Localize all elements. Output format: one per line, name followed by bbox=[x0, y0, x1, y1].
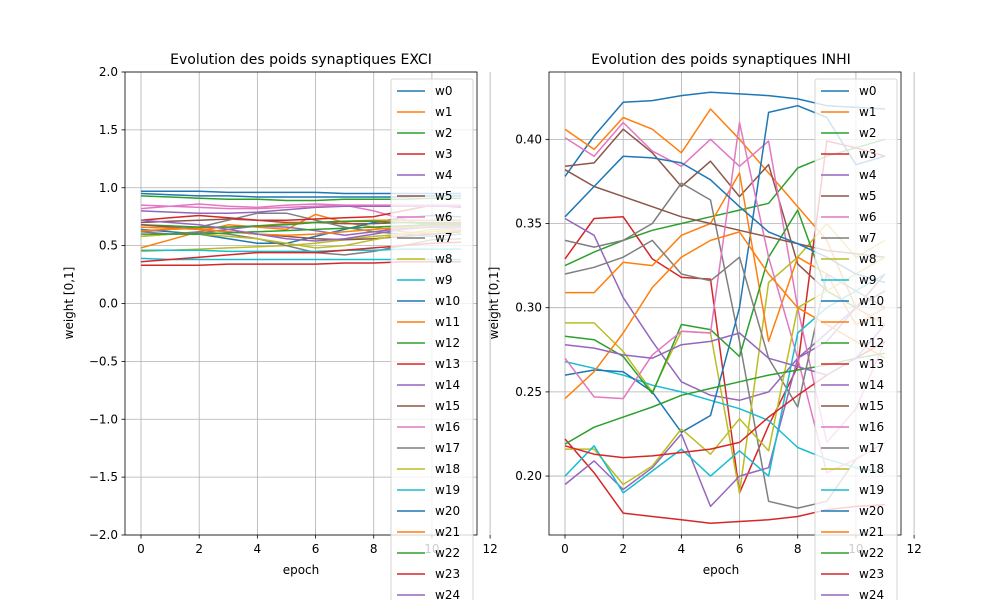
legend-box bbox=[814, 78, 898, 600]
legend-box bbox=[390, 78, 474, 600]
x-tick-label: 0 bbox=[137, 542, 145, 556]
legend-label: w12 bbox=[859, 336, 884, 350]
x-tick-label: 2 bbox=[195, 542, 203, 556]
legend-label: w14 bbox=[859, 378, 884, 392]
y-tick-label: 0.30 bbox=[515, 301, 542, 315]
legend-label: w19 bbox=[435, 483, 460, 497]
legend-label: w7 bbox=[859, 231, 876, 245]
legend-label: w11 bbox=[435, 315, 460, 329]
legend-label: w17 bbox=[435, 441, 460, 455]
legend-label: w10 bbox=[435, 294, 460, 308]
y-tick-label: 0.0 bbox=[99, 297, 118, 311]
x-tick-label: 6 bbox=[736, 542, 744, 556]
legend-label: w3 bbox=[859, 147, 876, 161]
y-tick-label: −1.5 bbox=[89, 470, 118, 484]
y-tick-label: 2.0 bbox=[99, 65, 118, 79]
y-axis-label-inhi: weight [0,1] bbox=[487, 267, 501, 340]
legend-label: w10 bbox=[859, 294, 884, 308]
legend-label: w18 bbox=[859, 462, 884, 476]
legend-label: w5 bbox=[859, 189, 876, 203]
legend-label: w0 bbox=[435, 84, 452, 98]
legend-label: w13 bbox=[859, 357, 884, 371]
legend-label: w2 bbox=[435, 126, 452, 140]
legend-label: w24 bbox=[859, 588, 884, 600]
x-tick-label: 8 bbox=[794, 542, 802, 556]
legend-label: w18 bbox=[435, 462, 460, 476]
x-tick-label: 12 bbox=[482, 542, 497, 556]
legend-label: w7 bbox=[435, 231, 452, 245]
legend-label: w12 bbox=[435, 336, 460, 350]
y-tick-label: 0.40 bbox=[515, 132, 542, 146]
legend-inhi: w0 w1 w2 w3 w4 w5 w6 w7 w8 w9 w10 w11 w12 w13 w14 w15 w1… bbox=[814, 78, 898, 600]
x-tick-label: 4 bbox=[678, 542, 686, 556]
axes-frame-inhi bbox=[548, 71, 902, 536]
x-axis-label-inhi: epoch bbox=[703, 563, 740, 577]
legend-label: w21 bbox=[435, 525, 460, 539]
legend-label: w1 bbox=[859, 105, 876, 119]
ticks-exci: 024681012−2.0−1.5−1.0−0.50.00.51.01.52.0 bbox=[89, 65, 498, 556]
legend-label: w16 bbox=[859, 420, 884, 434]
chart-inhi: 0246810120.200.250.300.350.40 Evolution … bbox=[487, 52, 922, 600]
legend-label: w13 bbox=[435, 357, 460, 371]
legend-label: w9 bbox=[859, 273, 876, 287]
x-axis-label-exci: epoch bbox=[283, 563, 320, 577]
chart-title-exci: Evolution des poids synaptiques EXCI bbox=[170, 52, 432, 68]
y-tick-label: −1.0 bbox=[89, 412, 118, 426]
legend-label: w14 bbox=[435, 378, 460, 392]
legend-label: w6 bbox=[859, 210, 876, 224]
y-tick-label: 0.25 bbox=[515, 385, 542, 399]
legend-label: w20 bbox=[859, 504, 884, 518]
chart-title-inhi: Evolution des poids synaptiques INHI bbox=[591, 52, 851, 68]
legend-label: w22 bbox=[435, 546, 460, 560]
legend-label: w0 bbox=[859, 84, 876, 98]
legend-label: w24 bbox=[435, 588, 460, 600]
y-tick-label: 0.20 bbox=[515, 469, 542, 483]
y-tick-label: −2.0 bbox=[89, 528, 118, 542]
y-tick-label: −0.5 bbox=[89, 354, 118, 368]
legend-label: w23 bbox=[859, 567, 884, 581]
y-tick-label: 0.35 bbox=[515, 217, 542, 231]
chart-exci: 024681012−2.0−1.5−1.0−0.50.00.51.01.52.0… bbox=[62, 52, 498, 600]
legend-label: w19 bbox=[859, 483, 884, 497]
legend-label: w8 bbox=[859, 252, 876, 266]
legend-label: w20 bbox=[435, 504, 460, 518]
x-tick-label: 12 bbox=[906, 542, 921, 556]
legend-label: w6 bbox=[435, 210, 452, 224]
y-axis-label-exci: weight [0,1] bbox=[62, 267, 76, 340]
legend-label: w21 bbox=[859, 525, 884, 539]
ticks-inhi: 0246810120.200.250.300.350.40 bbox=[515, 132, 921, 556]
legend-label: w15 bbox=[435, 399, 460, 413]
x-tick-label: 8 bbox=[370, 542, 378, 556]
legend-label: w22 bbox=[859, 546, 884, 560]
legend-label: w2 bbox=[859, 126, 876, 140]
legend-label: w4 bbox=[859, 168, 876, 182]
legend-label: w5 bbox=[435, 189, 452, 203]
y-tick-label: 1.0 bbox=[99, 181, 118, 195]
legend-label: w15 bbox=[859, 399, 884, 413]
y-tick-label: 0.5 bbox=[99, 239, 118, 253]
x-tick-label: 4 bbox=[254, 542, 262, 556]
legend-label: w9 bbox=[435, 273, 452, 287]
legend-label: w4 bbox=[435, 168, 452, 182]
x-tick-label: 6 bbox=[312, 542, 320, 556]
legend-label: w1 bbox=[435, 105, 452, 119]
legend-label: w17 bbox=[859, 441, 884, 455]
legend-label: w11 bbox=[859, 315, 884, 329]
x-tick-label: 0 bbox=[561, 542, 569, 556]
y-tick-label: 1.5 bbox=[99, 123, 118, 137]
legend-label: w8 bbox=[435, 252, 452, 266]
legend-label: w23 bbox=[435, 567, 460, 581]
legend-exci: w0 w1 w2 w3 w4 w5 w6 w7 w8 w9 w10 w11 w12 w13 w14 w15 w1… bbox=[390, 78, 474, 600]
legend-label: w16 bbox=[435, 420, 460, 434]
x-tick-label: 2 bbox=[619, 542, 627, 556]
legend-label: w3 bbox=[435, 147, 452, 161]
